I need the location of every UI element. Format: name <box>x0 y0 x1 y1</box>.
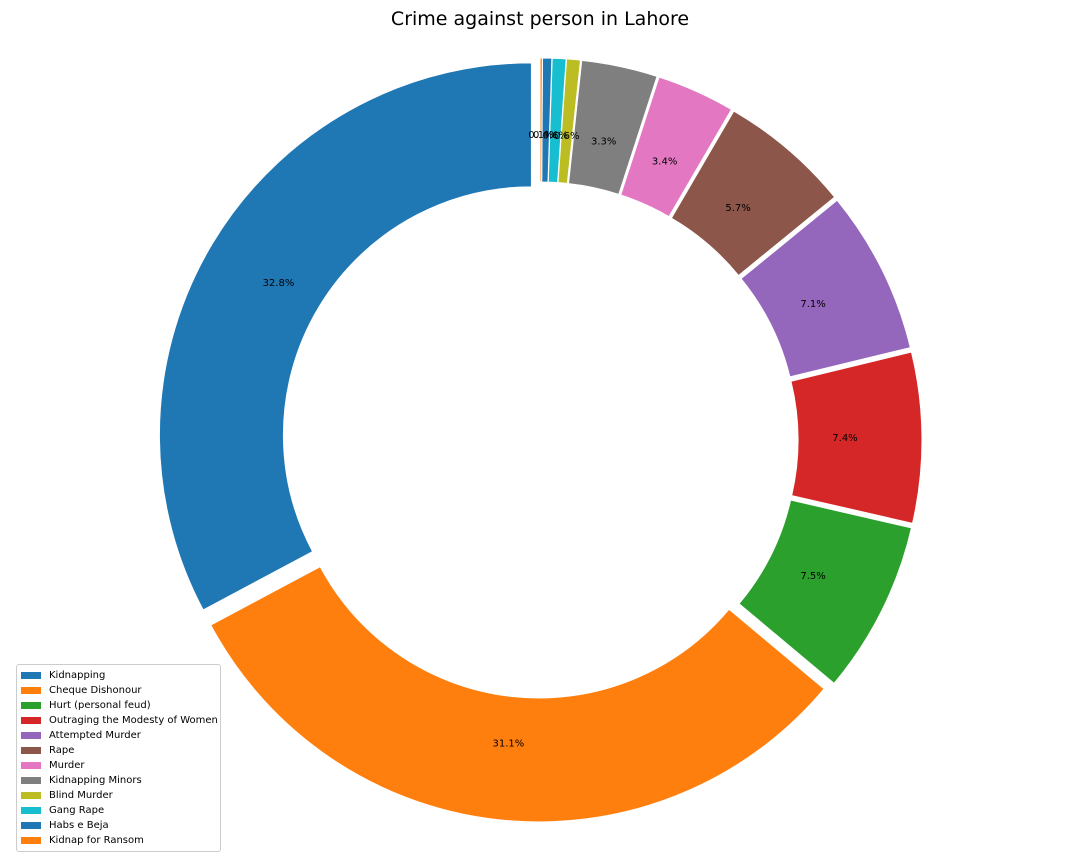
legend-swatch <box>21 837 41 844</box>
legend-label: Kidnap for Ransom <box>49 835 144 846</box>
legend-label: Rape <box>49 745 75 756</box>
legend-swatch <box>21 807 41 814</box>
legend-item-blind-murder: Blind Murder <box>17 788 220 803</box>
slice-kidnapping <box>158 62 532 611</box>
slice-outraging-the-modesty-of-women <box>790 351 923 524</box>
donut-labels: 32.8% 31.1% 7.5% 7.4% 7.1% 5.7% 3.4% 3.3% 0.6%0.… <box>263 130 858 749</box>
slice-attempted-murder <box>740 199 912 378</box>
slice-label-attempted-murder: 7.1% <box>800 299 825 310</box>
legend-swatch <box>21 747 41 754</box>
legend-item-hurt-personal-feud: Hurt (personal feud) <box>17 698 220 713</box>
legend-item-rape: Rape <box>17 743 220 758</box>
legend-label: Kidnapping Minors <box>49 775 142 786</box>
legend-swatch <box>21 777 41 784</box>
slice-kidnapping-minors <box>567 59 658 195</box>
slice-label-blind-murder: 0.6% <box>554 131 579 142</box>
legend-label: Gang Rape <box>49 805 105 816</box>
legend-swatch <box>21 672 41 679</box>
slice-kidnap-for-ransom <box>539 57 543 183</box>
legend-item-cheque-dishonour: Cheque Dishonour <box>17 683 220 698</box>
legend-swatch <box>21 732 41 739</box>
slice-label-kidnap-for-ransom: 0.1% <box>528 130 553 141</box>
legend-item-attempted-murder: Attempted Murder <box>17 728 220 743</box>
legend-swatch <box>21 687 41 694</box>
legend-swatch <box>21 762 41 769</box>
legend-swatch <box>21 717 41 724</box>
legend-label: Murder <box>49 760 85 771</box>
donut-slices <box>158 57 923 823</box>
legend-label: Cheque Dishonour <box>49 685 142 696</box>
legend-label: Habs e Beja <box>49 820 109 831</box>
legend-item-kidnapping-minors: Kidnapping Minors <box>17 773 220 788</box>
legend-item-kidnap-for-ransom: Kidnap for Ransom <box>17 833 220 848</box>
legend: Kidnapping Cheque Dishonour Hurt (personal… <box>16 664 221 852</box>
slice-label-rape: 5.7% <box>725 203 750 214</box>
legend-label: Attempted Murder <box>49 730 141 741</box>
legend-swatch <box>21 702 41 709</box>
legend-item-murder: Murder <box>17 758 220 773</box>
legend-item-gang-rape: Gang Rape <box>17 803 220 818</box>
slice-label-kidnapping-minors: 3.3% <box>591 137 616 148</box>
legend-label: Outraging the Modesty of Women <box>49 715 218 726</box>
slice-label-murder: 3.4% <box>652 157 677 168</box>
slice-label-kidnapping: 32.8% <box>263 278 295 289</box>
slice-label-cheque-dishonour: 31.1% <box>493 738 525 749</box>
legend-label: Hurt (personal feud) <box>49 700 151 711</box>
slice-murder <box>620 76 733 218</box>
legend-item-outraging-the-modesty-of-women: Outraging the Modesty of Women <box>17 713 220 728</box>
slice-rape <box>670 110 836 277</box>
legend-label: Kidnapping <box>49 670 106 681</box>
legend-item-kidnapping: Kidnapping <box>17 668 220 683</box>
slice-label-gang-rape: 0.6% <box>543 130 568 141</box>
slice-label-hurt-personal-feud: 7.5% <box>800 571 825 582</box>
chart-title: Crime against person in Lahore <box>390 8 690 30</box>
legend-swatch <box>21 792 41 799</box>
slice-cheque-dishonour <box>210 566 825 823</box>
legend-label: Blind Murder <box>49 790 113 801</box>
legend-swatch <box>21 822 41 829</box>
slice-label-outraging-the-modesty-of-women: 7.4% <box>832 433 857 444</box>
slice-hurt-personal-feud <box>738 499 913 685</box>
slice-label-habs-e-beja: 0.4% <box>533 130 558 141</box>
legend-item-habs-e-beja: Habs e Beja <box>17 818 220 833</box>
